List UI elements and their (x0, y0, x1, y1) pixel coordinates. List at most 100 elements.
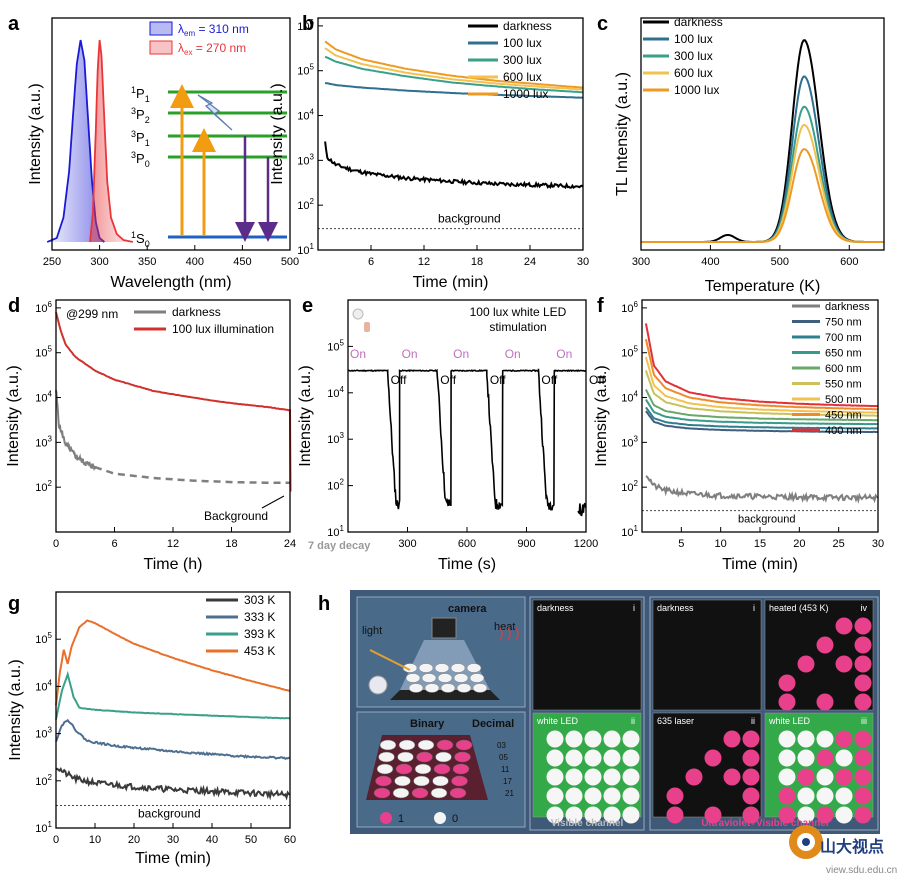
tile-dot (854, 674, 872, 692)
x-tick-label: 600 (458, 538, 476, 550)
watermark-logo-core (802, 838, 810, 846)
tick-exponent: 1 (310, 242, 315, 251)
series-line (644, 370, 879, 417)
tile-dot (797, 749, 815, 767)
x-tick-label: 30 (577, 256, 589, 268)
tick-label: 105 (35, 631, 52, 646)
legend-label: 303 K (244, 593, 275, 607)
level-label: 3P0 (131, 150, 150, 169)
panel-label-c: c (597, 13, 608, 35)
level-sup: 3 (131, 150, 136, 160)
series-line (645, 389, 879, 422)
x-tick-label: 18 (471, 256, 483, 268)
tile-label: darkness (657, 603, 694, 613)
legend-suffix: = 310 nm (195, 22, 249, 36)
x-tick-label: 900 (517, 538, 535, 550)
tile-dot (565, 787, 583, 805)
y-axis-label: Intensity (a.u.) (297, 365, 314, 466)
tick-exponent: 4 (310, 108, 315, 117)
array-dot (411, 787, 429, 799)
level-label: 1S0 (131, 230, 150, 249)
legend-label: 600 lux (674, 66, 713, 80)
stimulation-title-line1: 100 lux white LED (470, 305, 567, 319)
tile-dot (742, 787, 760, 805)
series-line (644, 323, 878, 408)
tick-label: 102 (35, 479, 52, 494)
series-line (645, 475, 879, 504)
x-tick-label: 600 (840, 256, 858, 268)
tile-dot (816, 806, 834, 824)
tick-exponent: 4 (48, 390, 53, 399)
x-tick-label: 60 (284, 834, 296, 846)
x-tick-label: 10 (89, 834, 101, 846)
series-line (645, 410, 879, 434)
legend-label: 393 K (244, 627, 275, 641)
tile-label: darkness (537, 603, 574, 613)
image-tile (652, 599, 762, 711)
tick-label: 103 (35, 726, 52, 741)
legend-subscript: ex (184, 48, 192, 57)
x-tick-label: 18 (225, 538, 237, 550)
tick-label: 105 (297, 63, 314, 78)
array-dot (373, 787, 391, 799)
legend-label: 600 lux (503, 70, 542, 84)
array-dot (394, 775, 411, 787)
tick-exponent: 1 (340, 524, 345, 533)
decimal-value: 17 (503, 777, 512, 786)
tile-dot (835, 749, 853, 767)
tile-dot (854, 749, 872, 767)
tile-dot (742, 768, 760, 786)
series-line (324, 141, 584, 190)
sample-dot (437, 673, 453, 683)
watermark: 山大视点 view.sdu.edu.cn (789, 825, 897, 876)
level-name: S (136, 231, 145, 246)
legend-one-dot (380, 812, 392, 824)
tick-label: 106 (35, 300, 52, 315)
array-dot (395, 763, 413, 775)
panel-label-f: f (597, 295, 604, 317)
tile-dot (778, 806, 796, 824)
tick-label: 104 (297, 108, 314, 123)
camera-label: camera (448, 603, 487, 615)
sample-dot (434, 663, 450, 673)
y-axis-label: Intensity (a.u.) (593, 365, 610, 466)
wire (369, 649, 411, 671)
tile-dot (778, 749, 796, 767)
legend-label: 333 K (244, 610, 275, 624)
tick-label: 102 (327, 478, 344, 493)
series-line (55, 619, 291, 706)
tick-label: 104 (327, 385, 344, 400)
y-axis-label: Intensity (a.u.) (27, 83, 44, 184)
legend-swatch (149, 21, 173, 36)
off-label: Off (589, 373, 605, 387)
x-tick-label: 0 (53, 538, 59, 550)
legend-one-label: 1 (398, 813, 404, 825)
tick-exponent: 6 (634, 300, 639, 309)
lightning-icon (197, 94, 233, 131)
legend-label: λem = 310 nm (178, 22, 249, 38)
tile-dot (854, 693, 872, 711)
tick-exponent: 5 (48, 345, 53, 354)
tile-dot (622, 787, 640, 805)
legend-label: 700 nm (825, 332, 862, 344)
x-axis-label: Time (min) (413, 274, 489, 291)
tick-label: 103 (35, 434, 52, 449)
tile-dot (723, 730, 741, 748)
x-tick-label: 6 (368, 256, 374, 268)
array-dot (398, 739, 416, 751)
y-axis-label: Intensity (a.u.) (269, 83, 286, 184)
series-line (641, 105, 884, 243)
x-tick-label: 10 (715, 538, 727, 550)
sample-dot (440, 683, 456, 693)
series-line (324, 47, 583, 91)
tile-dot (854, 787, 872, 805)
tile-dot (685, 768, 703, 786)
tile-dot (816, 787, 834, 805)
tile-dot (584, 749, 602, 767)
x-tick-label: 15 (754, 538, 766, 550)
tick-label: 101 (621, 524, 638, 539)
background-label: Background (204, 509, 268, 523)
off-label: Off (440, 373, 456, 387)
watermark-name: 山大视点 (820, 837, 884, 856)
